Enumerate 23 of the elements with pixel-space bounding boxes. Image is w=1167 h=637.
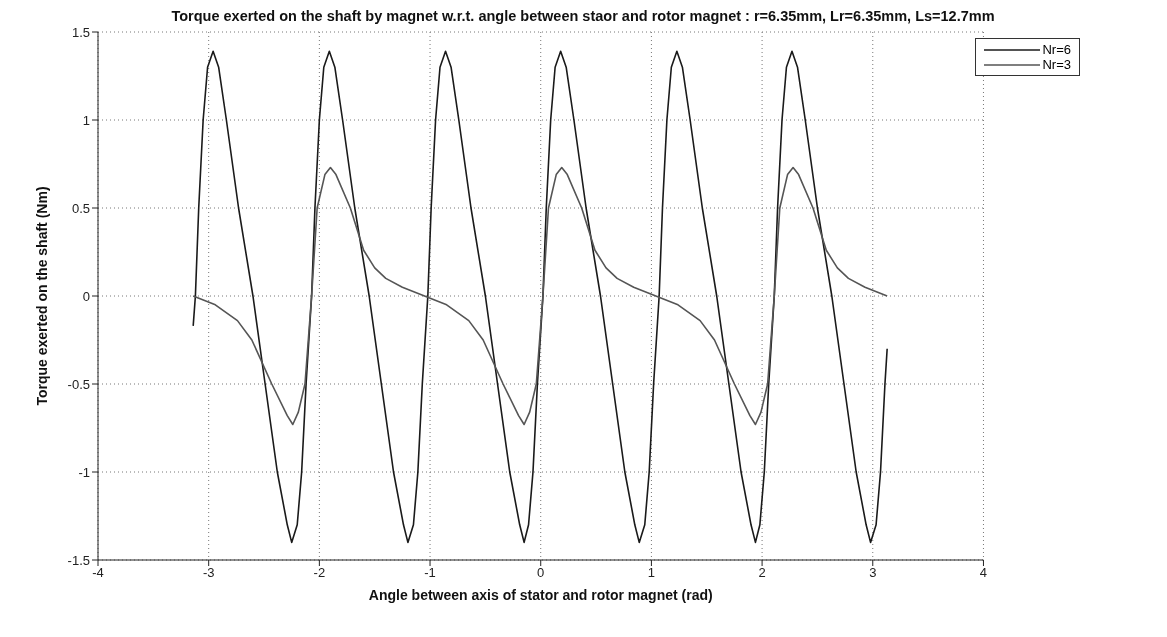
line-series [192,50,888,544]
x-tick-label: 1 [647,565,656,581]
x-tick-label: 4 [979,565,988,581]
x-tick-label: -3 [202,565,215,581]
x-tick-label: -1 [424,565,436,581]
legend-label: Nr=6 [1042,42,1071,57]
x-tick-label: -4 [92,565,104,581]
y-tick-label: 1 [82,112,90,128]
y-tick-label: 0 [82,288,90,304]
x-tick-label: 2 [758,565,766,581]
x-tick-label: -2 [313,565,326,581]
chart-title: Torque exerted on the shaft by magnet w.r.t. angle between staor and rotor magnet : r=6.35mm, Lr=6.35mm, Ls=12.7mm [170,8,996,24]
x-tick-label: 0 [537,565,545,581]
x-axis-title: Angle between axis of stator and rotor magnet (rad) [368,587,713,603]
y-axis-title: Torque exerted on the shaft (Nm) [33,186,50,406]
legend-label: Nr=3 [1042,57,1071,72]
y-tick-label: 0.5 [71,200,90,216]
y-tick-label: -1 [78,464,90,480]
line-series [192,166,888,426]
y-tick-label: 1.5 [71,24,90,40]
y-tick-label: -0.5 [67,376,90,392]
y-tick-label: -1.5 [67,552,90,568]
x-tick-label: 3 [869,565,877,581]
